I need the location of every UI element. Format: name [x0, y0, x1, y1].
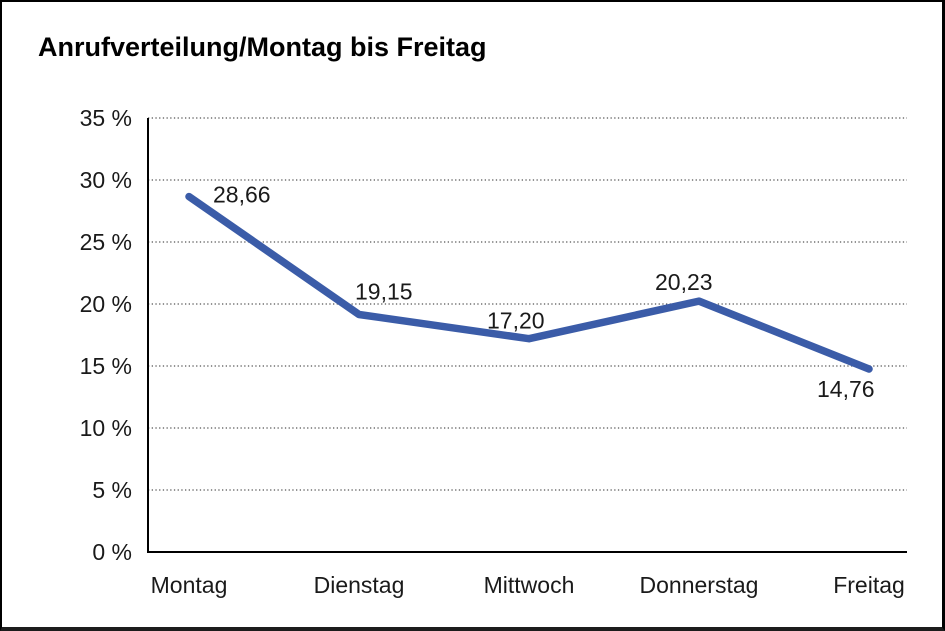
- x-category-label: Freitag: [833, 572, 905, 598]
- x-category-label: Mittwoch: [484, 572, 575, 598]
- x-category-label: Donnerstag: [640, 572, 759, 598]
- y-tick-label: 35 %: [80, 105, 132, 131]
- data-point-label: 14,76: [817, 376, 875, 402]
- data-point-label: 17,20: [487, 308, 545, 334]
- y-tick-label: 5 %: [92, 477, 132, 503]
- data-point-label: 19,15: [355, 279, 413, 305]
- y-tick-label: 25 %: [80, 229, 132, 255]
- y-tick-label: 10 %: [80, 415, 132, 441]
- y-tick-label: 15 %: [80, 353, 132, 379]
- y-tick-label: 30 %: [80, 167, 132, 193]
- data-point-label: 20,23: [655, 269, 713, 295]
- y-tick-label: 20 %: [80, 291, 132, 317]
- x-category-label: Montag: [151, 572, 228, 598]
- y-tick-label: 0 %: [92, 539, 132, 565]
- series-line: [185, 192, 873, 373]
- chart-title: Anrufverteilung/Montag bis Freitag: [38, 32, 487, 62]
- x-category-label: Dienstag: [314, 572, 405, 598]
- data-point-label: 28,66: [213, 182, 271, 208]
